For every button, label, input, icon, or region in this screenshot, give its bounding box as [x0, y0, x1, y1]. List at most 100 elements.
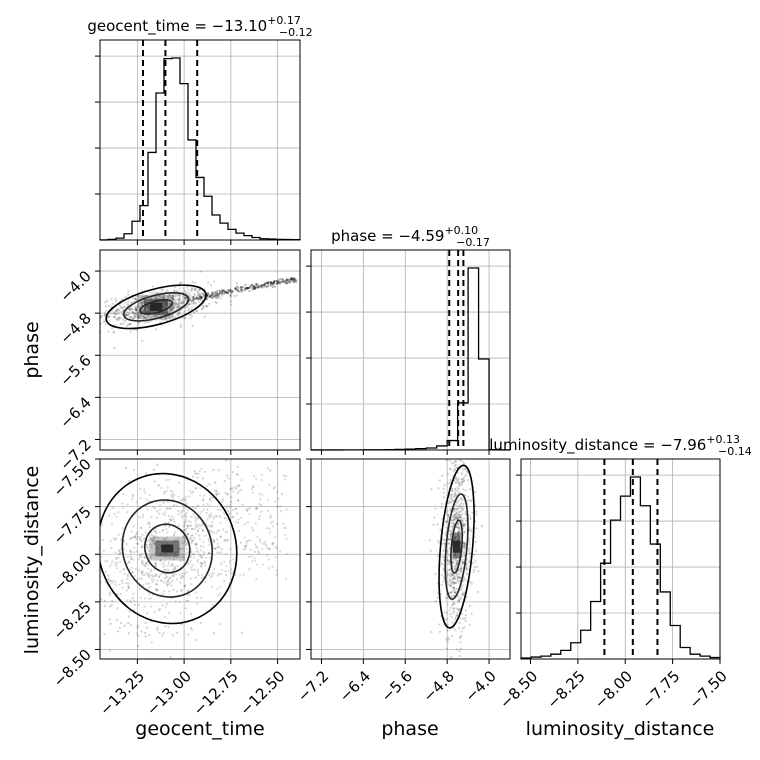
- scatter-point: [130, 530, 133, 533]
- scatter-point: [456, 517, 459, 520]
- scatter-point: [285, 282, 288, 285]
- scatter-point: [154, 535, 157, 538]
- scatter-point: [110, 563, 113, 566]
- scatter-point: [177, 302, 181, 305]
- scatter-point: [145, 498, 148, 501]
- scatter-point: [279, 281, 282, 284]
- scatter-point: [190, 527, 194, 530]
- scatter-point: [174, 566, 177, 569]
- scatter-point: [452, 601, 455, 604]
- scatter-point: [454, 665, 456, 667]
- scatter-point: [135, 542, 138, 545]
- scatter-point: [446, 629, 449, 632]
- scatter-point: [160, 579, 163, 582]
- scatter-point: [223, 516, 226, 519]
- scatter-point: [149, 291, 152, 294]
- scatter-point: [449, 525, 452, 528]
- scatter-point: [229, 487, 232, 490]
- scatter-point: [146, 626, 149, 629]
- scatter-point: [224, 291, 228, 294]
- scatter-point: [139, 313, 143, 316]
- scatter-point: [252, 529, 255, 532]
- scatter-point: [452, 627, 455, 630]
- scatter-point: [154, 314, 157, 318]
- scatter-point: [195, 310, 199, 313]
- scatter-point: [117, 552, 121, 556]
- scatter-point: [200, 299, 203, 302]
- scatter-point: [187, 599, 190, 602]
- scatter-point: [461, 468, 465, 471]
- scatter-point: [196, 560, 199, 563]
- scatter-point: [271, 543, 274, 546]
- hist-panel-phase: phase = −4.59+0.10 −0.17: [306, 224, 511, 455]
- scatter-point: [137, 304, 140, 308]
- scatter-point: [161, 288, 164, 291]
- scatter-point: [107, 514, 111, 517]
- scatter-point: [212, 572, 215, 575]
- scatter-point: [131, 311, 134, 315]
- scatter-point: [261, 563, 265, 566]
- scatter-point: [184, 514, 187, 517]
- scatter-point: [173, 533, 176, 536]
- scatter-point: [257, 286, 260, 289]
- scatter-point: [173, 289, 176, 292]
- scatter-point: [471, 418, 473, 420]
- scatter-point: [152, 536, 156, 539]
- panel-frame: [99, 39, 301, 241]
- scatter-point: [266, 282, 269, 286]
- scatter-point: [258, 492, 261, 495]
- scatter-point: [247, 539, 250, 542]
- scatter-point: [178, 302, 181, 305]
- scatter-point: [126, 555, 129, 558]
- scatter-point: [457, 576, 460, 579]
- scatter-point: [167, 579, 170, 582]
- scatter-point: [224, 517, 227, 520]
- scatter-point: [454, 565, 457, 568]
- scatter-point: [451, 462, 454, 465]
- scatter-point: [93, 553, 95, 555]
- scatter-point: [286, 281, 289, 284]
- scatter-point: [450, 612, 454, 615]
- scatter-point: [229, 300, 232, 303]
- scatter-point: [113, 346, 116, 350]
- scatter-point: [191, 534, 194, 537]
- scatter-point: [277, 497, 280, 500]
- scatter-point: [434, 600, 437, 603]
- scatter-point: [282, 280, 285, 283]
- scatter-point: [227, 289, 231, 292]
- scatter-point: [207, 552, 210, 555]
- scatter-point: [450, 533, 453, 536]
- scatter-point: [182, 497, 185, 500]
- scatter-point: [214, 291, 217, 294]
- scatter-point: [284, 281, 287, 285]
- scatter-point: [231, 487, 235, 490]
- scatter-point: [129, 322, 132, 325]
- scatter-point: [138, 537, 141, 540]
- scatter-point: [456, 576, 459, 580]
- scatter-point: [227, 570, 230, 573]
- scatter-point: [216, 296, 219, 299]
- scatter-point: [124, 301, 127, 304]
- scatter-point: [125, 467, 128, 470]
- scatter-point: [210, 574, 213, 577]
- scatter-point: [240, 290, 243, 293]
- scatter-point: [141, 544, 144, 547]
- scatter-point: [140, 546, 143, 549]
- scatter-point: [292, 279, 296, 282]
- scatter-point: [227, 291, 230, 294]
- scatter-point: [172, 304, 175, 307]
- scatter-point: [130, 566, 133, 569]
- scatter-point: [136, 311, 139, 314]
- scatter-point: [182, 534, 185, 538]
- scatter-point: [452, 607, 455, 610]
- scatter-point: [141, 302, 144, 305]
- scatter-point: [241, 288, 245, 291]
- scatter-point: [450, 496, 453, 500]
- scatter-point: [189, 556, 192, 559]
- scatter-point: [461, 558, 464, 562]
- scatter-point: [254, 522, 257, 525]
- scatter-point: [465, 473, 468, 476]
- scatter-point: [114, 562, 117, 565]
- scatter-point: [235, 282, 239, 285]
- scatter-point: [458, 491, 461, 494]
